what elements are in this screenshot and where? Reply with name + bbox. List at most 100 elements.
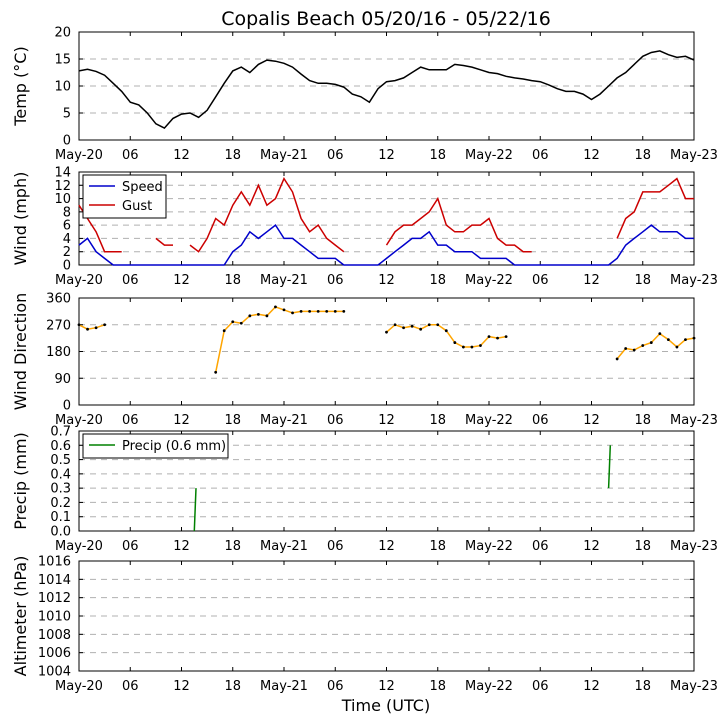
y-tick-label: 0 <box>63 399 71 414</box>
y-tick-label: 4 <box>63 232 71 247</box>
legend-box <box>82 433 229 459</box>
x-tick-label: 18 <box>634 679 651 694</box>
y-tick-label: 1016 <box>38 555 71 570</box>
altimeter-panel: 1004 1006 1008 1010 1012 1014 1016 May-20 06 12 18… <box>11 555 718 695</box>
y-tick-label: 1006 <box>38 646 71 661</box>
y-tick-label: 12 <box>54 179 71 194</box>
direction-point <box>470 345 474 349</box>
y-tick-label: 1012 <box>38 591 71 606</box>
x-tick-label: 12 <box>378 413 395 428</box>
direction-point <box>282 308 286 312</box>
direction-point <box>666 338 670 342</box>
y-tick-label: 10 <box>54 192 71 207</box>
y-tick-label: 270 <box>46 318 71 333</box>
direction-point <box>239 321 243 325</box>
direction-point <box>316 309 320 313</box>
x-tick-label: 06 <box>327 539 344 554</box>
legend-label: Precip (0.6 mm) <box>122 439 226 454</box>
direction-point <box>393 323 397 327</box>
direction-point <box>632 348 636 352</box>
x-tick-label: May-23 <box>670 539 718 554</box>
direction-point <box>427 323 431 327</box>
gust-line <box>78 176 694 253</box>
x-tick-label: 12 <box>378 679 395 694</box>
x-tick-label: 18 <box>224 148 241 163</box>
axis-frame <box>78 297 695 406</box>
x-tick-label: 06 <box>327 679 344 694</box>
x-tick-label: 12 <box>173 273 190 288</box>
direction-point <box>248 314 252 318</box>
direction-point <box>436 323 440 327</box>
direction-point <box>684 338 687 342</box>
y-tick-label: 0 <box>63 259 71 274</box>
direction-point <box>222 329 226 333</box>
x-tick-label: 06 <box>327 148 344 163</box>
direction-point <box>94 326 98 330</box>
direction-point <box>461 345 465 349</box>
y-tick-label: 0.3 <box>50 482 71 497</box>
x-tick-label: 06 <box>532 679 549 694</box>
direction-point <box>308 309 312 313</box>
x-tick-label: 06 <box>122 148 139 163</box>
y-tick-label: 10 <box>54 80 71 95</box>
direction-point <box>214 370 218 374</box>
x-tick-label: May-23 <box>670 679 718 694</box>
x-tick-label: 06 <box>122 679 139 694</box>
x-tick-label: 06 <box>532 273 549 288</box>
y-tick-label: 360 <box>46 292 71 307</box>
direction-point <box>649 341 653 344</box>
y-tick-label: 180 <box>46 345 71 360</box>
y-tick-label: 0.6 <box>50 439 71 454</box>
direction-point <box>77 323 81 327</box>
x-tick-label: 18 <box>429 413 446 428</box>
x-tick-label: 18 <box>634 148 651 163</box>
y-axis-label: Wind (mph) <box>11 172 30 266</box>
direction-point <box>402 326 405 330</box>
x-tick-label: 06 <box>532 148 549 163</box>
direction-point <box>624 347 628 350</box>
y-tick-label: 20 <box>54 26 71 41</box>
x-tick-label: May-21 <box>260 273 308 288</box>
temp-panel: 0 5 10 15 20 May-20 06 12 18 May-21 06 12 18 May-22 06… <box>11 26 718 164</box>
x-tick-label: May-22 <box>465 148 513 163</box>
direction-point <box>658 332 662 336</box>
direction-point <box>342 309 346 313</box>
y-tick-label: 1014 <box>38 573 71 588</box>
x-tick-label: 18 <box>634 413 651 428</box>
direction-point <box>692 336 696 340</box>
direction-point <box>256 312 260 316</box>
x-axis-label: Time (UTC) <box>341 696 430 715</box>
x-tick-label: 12 <box>378 273 395 288</box>
precip-panel: 0.00.10.20.30.40.50.60.7 May-20 06 12 18 May-… <box>11 425 718 555</box>
x-tick-label: 06 <box>122 413 139 428</box>
y-tick-label: 6 <box>63 219 71 234</box>
x-tick-label: May-20 <box>55 273 103 288</box>
direction-point <box>487 335 491 339</box>
y-tick-label: 1004 <box>38 665 71 680</box>
axis-frame <box>78 430 695 532</box>
x-tick-label: May-23 <box>670 273 718 288</box>
x-tick-label: 18 <box>429 539 446 554</box>
x-tick-label: May-20 <box>55 539 103 554</box>
x-tick-label: May-23 <box>670 413 718 428</box>
x-tick-label: May-21 <box>260 413 308 428</box>
y-tick-label: 90 <box>54 372 71 387</box>
y-tick-label: 15 <box>54 53 71 68</box>
x-tick-label: 12 <box>173 679 190 694</box>
x-tick-label: May-21 <box>260 679 308 694</box>
direction-point <box>641 344 645 347</box>
x-tick-label: 12 <box>583 539 600 554</box>
x-tick-label: May-22 <box>465 413 513 428</box>
direction-point <box>419 327 423 331</box>
x-tick-label: May-20 <box>55 679 103 694</box>
direction-point <box>231 320 235 324</box>
x-tick-label: 06 <box>327 413 344 428</box>
direction-point <box>444 329 448 333</box>
x-tick-label: 06 <box>532 539 549 554</box>
y-tick-label: 0.2 <box>50 496 71 511</box>
direction-point <box>103 323 107 327</box>
x-tick-label: 18 <box>429 679 446 694</box>
x-tick-label: 06 <box>122 273 139 288</box>
y-tick-label: 8 <box>63 205 71 220</box>
